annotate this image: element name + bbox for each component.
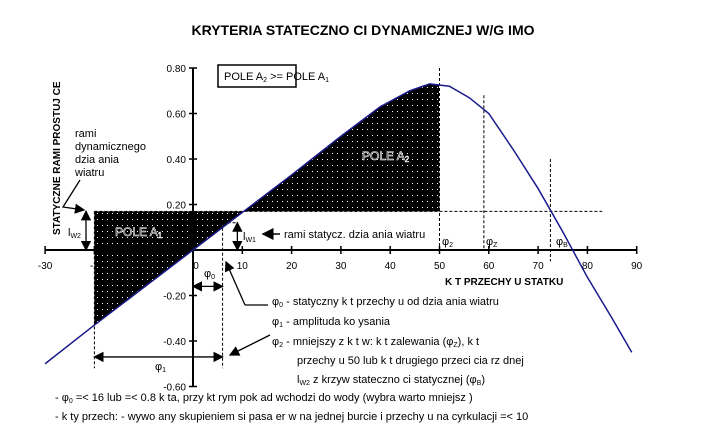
pole-a2-label: POLE A2 — [362, 149, 410, 164]
lw2-label: lW2 — [68, 227, 81, 240]
x-axis-title: K T PRZECHY U STATKU — [445, 277, 563, 288]
y-tick-label: 0.80 — [167, 64, 187, 75]
legend-item: φ0 - statyczny k t przechy u od dzia ani… — [272, 296, 499, 309]
lw1-description: rami statycz. dzia ania wiatru — [284, 229, 425, 241]
x-tick-label: 30 — [335, 261, 347, 272]
x-tick-label: 70 — [533, 261, 545, 272]
y-tick-label: 0.60 — [167, 110, 187, 121]
phib-marker-label: φB — [556, 236, 568, 249]
x-tick-label: 80 — [582, 261, 594, 272]
dynamic-arm-label: rami dynamicznego dzia ania wiatru — [74, 128, 146, 179]
area-a1 — [94, 211, 245, 326]
x-tick-label: -2 — [90, 261, 99, 272]
legend-continuation: lW2 z krzyw stateczno ci statycznej (φB) — [297, 374, 485, 387]
pole-box: POLE A2 >= POLE A1 — [217, 64, 329, 88]
phi1-pointer-arrow — [228, 334, 271, 356]
x-tick-label: 20 — [286, 261, 298, 272]
note-line: - k ty przech: - wywo any skupieniem si … — [55, 411, 528, 423]
y-tick-label: 0.40 — [167, 155, 187, 166]
y-axis-title: STATYCZNE RAMI PROSTUJ CE — [52, 81, 63, 235]
gz-curve — [44, 83, 633, 365]
y-tick-label: -0.40 — [163, 337, 186, 348]
phi0-marker-label: φ0 — [204, 268, 215, 281]
y-tick-label: -0.60 — [163, 383, 186, 394]
x-tick-label: 40 — [385, 261, 397, 272]
x-tick-label: 10 — [237, 261, 249, 272]
x-tick-label: 90 — [631, 261, 643, 272]
notes: - φ0 =< 16 lub =< 0.8 k ta, przy kt rym … — [55, 392, 528, 423]
dyn-label-line: rami — [75, 128, 96, 140]
dyn-label-line: wiatru — [74, 167, 104, 179]
y-tick-label: -0.20 — [163, 292, 186, 303]
x-tick-label: 50 — [434, 261, 446, 272]
lw1-label: lW1 — [243, 231, 256, 244]
note-line: - φ0 =< 16 lub =< 0.8 k ta, przy kt rym … — [55, 392, 473, 405]
phi1-marker-label: φ1 — [155, 361, 166, 374]
legend-continuation: przechy u 50 lub k t drugiego przeci cia… — [297, 355, 524, 367]
dyn-label-line: dynamicznego — [75, 141, 146, 153]
phi2-marker-label: φ2 — [442, 236, 453, 249]
dynamic-arm-pointer — [61, 179, 86, 214]
pole-box-label: POLE A2 >= POLE A1 — [224, 71, 329, 84]
phiz-marker-label: φZ — [486, 236, 498, 249]
legend: φ0 - statyczny k t przechy u od dzia ani… — [272, 296, 524, 387]
legend-item: φ1 - amplituda ko ysania — [272, 316, 391, 329]
x-tick-label: 60 — [483, 261, 495, 272]
phi0-pointer-arrow — [224, 260, 246, 306]
chart-title: KRYTERIA STATECZNO CI DYNAMICZNEJ W/G IM… — [192, 22, 535, 38]
area-a2 — [244, 84, 440, 212]
pole-a1-label: POLE A1 — [115, 225, 163, 240]
dyn-label-line: dzia ania — [75, 154, 120, 166]
y-tick-label: 0.20 — [167, 201, 187, 212]
x-tick-label: -30 — [38, 261, 53, 272]
legend-item: φ2 - mniejszy z k t w: k t zalewania (φZ… — [272, 336, 479, 349]
x-tick-label: 0 — [193, 261, 199, 272]
